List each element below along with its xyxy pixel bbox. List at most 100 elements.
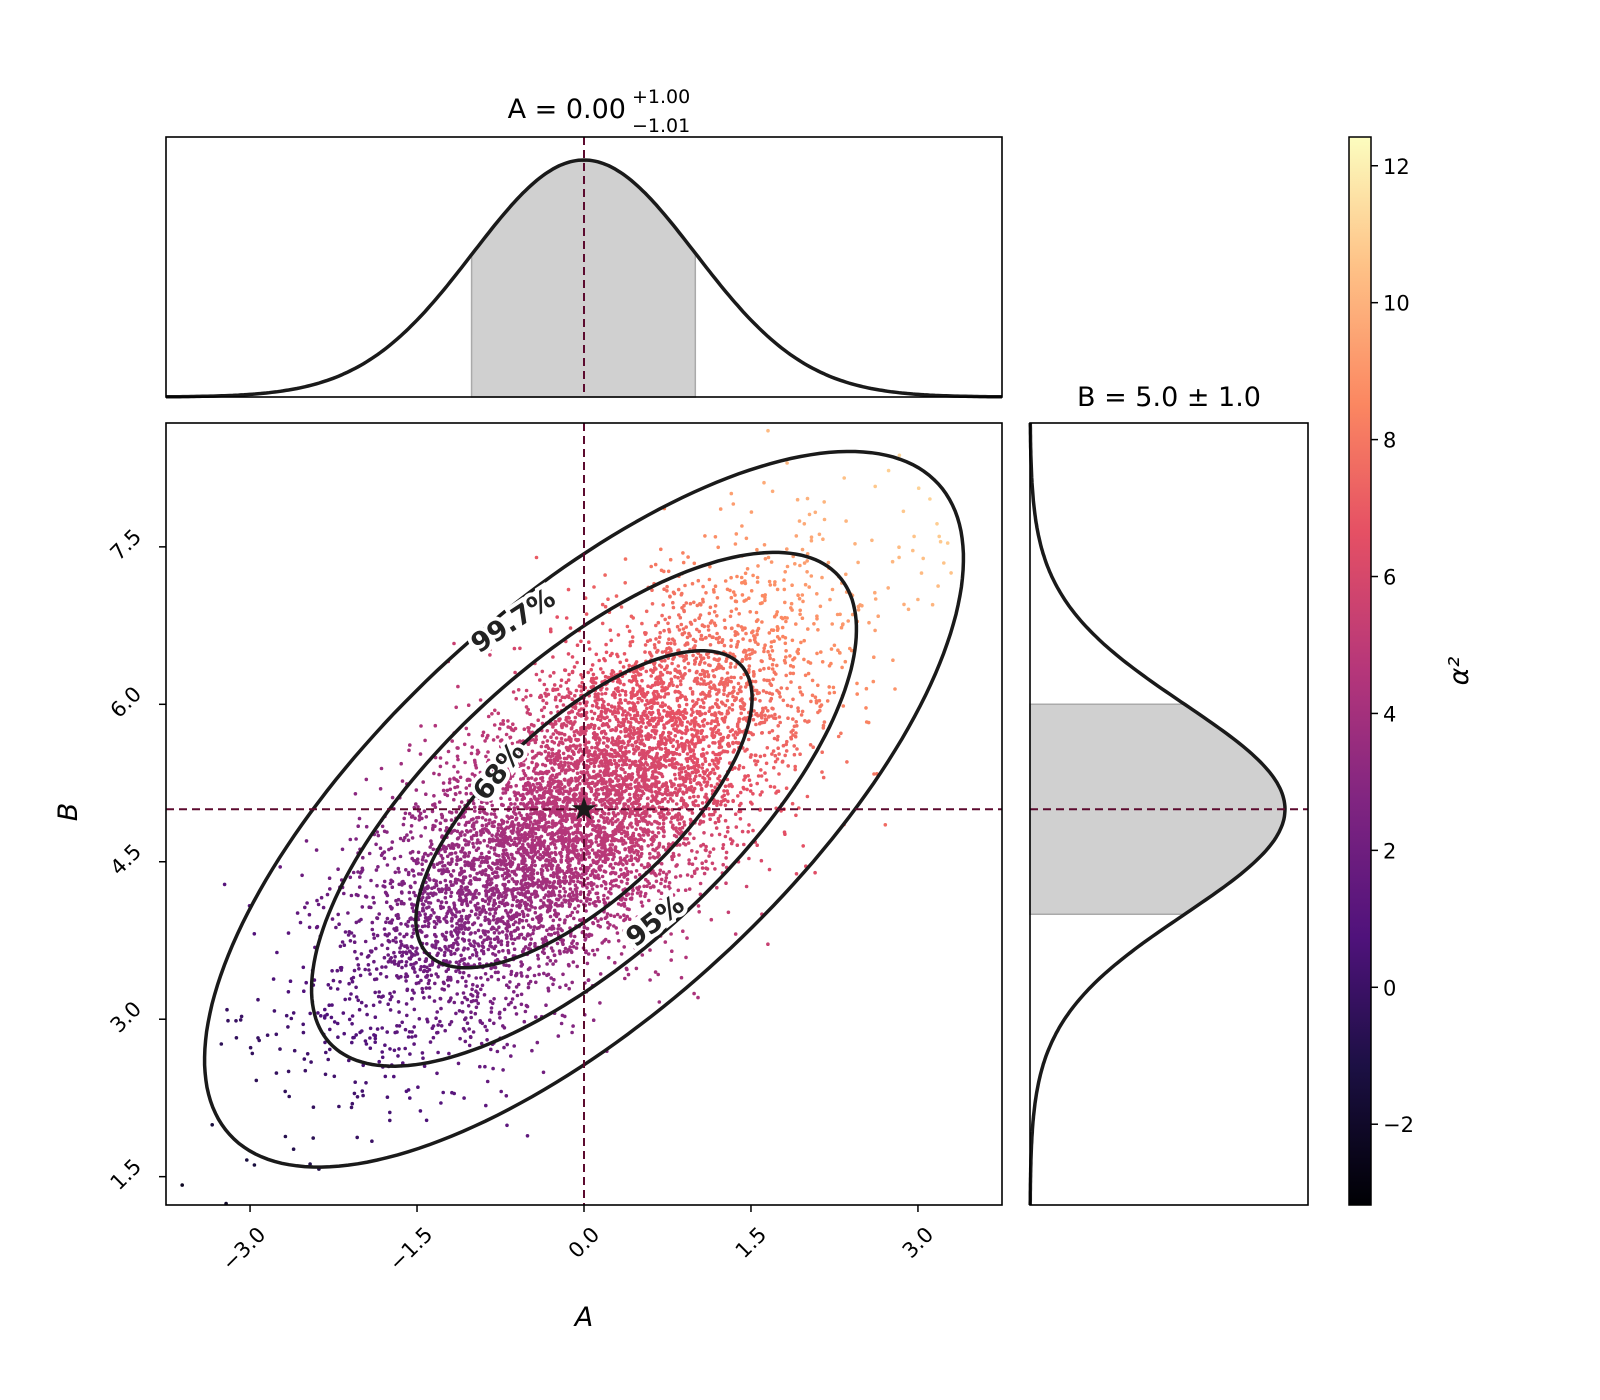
scatter-point	[726, 910, 731, 915]
scatter-point	[533, 941, 537, 946]
scatter-point	[429, 913, 433, 918]
scatter-point	[487, 818, 492, 822]
scatter-point	[491, 914, 496, 919]
scatter-point	[618, 693, 622, 697]
scatter-point	[728, 665, 733, 669]
scatter-point	[373, 1015, 378, 1019]
scatter-point	[386, 953, 391, 957]
scatter-point	[523, 831, 527, 835]
scatter-point	[488, 941, 493, 945]
scatter-point	[561, 972, 565, 977]
scatter-point	[387, 932, 391, 936]
scatter-point	[747, 656, 752, 661]
scatter-point	[533, 910, 538, 915]
scatter-point	[617, 874, 622, 879]
scatter-point	[822, 500, 826, 504]
scatter-point	[368, 1026, 373, 1031]
scatter-point	[503, 889, 508, 893]
scatter-point	[628, 782, 633, 787]
scatter-point	[676, 675, 680, 680]
scatter-point	[663, 703, 667, 707]
scatter-point	[711, 668, 715, 673]
scatter-point	[396, 916, 401, 920]
scatter-point	[579, 714, 583, 718]
scatter-point	[728, 614, 733, 619]
scatter-point	[639, 890, 643, 894]
scatter-point	[702, 780, 707, 784]
scatter-point	[798, 752, 802, 756]
scatter-point	[796, 709, 801, 713]
scatter-point	[421, 895, 425, 900]
scatter-point	[700, 866, 705, 870]
scatter-point	[690, 849, 694, 853]
scatter-point	[512, 947, 517, 951]
scatter-point	[388, 1008, 393, 1012]
scatter-point	[513, 937, 517, 942]
scatter-point	[730, 702, 735, 707]
scatter-point	[668, 557, 673, 562]
scatter-point	[769, 560, 774, 564]
scatter-point	[755, 843, 759, 847]
scatter-point	[556, 751, 561, 755]
scatter-point	[767, 666, 771, 670]
scatter-point	[374, 868, 379, 872]
scatter-point	[432, 865, 436, 869]
scatter-point	[389, 846, 394, 850]
scatter-point	[698, 602, 702, 606]
scatter-point	[491, 918, 496, 922]
scatter-point	[552, 879, 557, 884]
scatter-point	[438, 756, 443, 760]
scatter-point	[667, 627, 671, 632]
scatter-point	[582, 925, 587, 929]
scatter-point	[419, 978, 423, 983]
scatter-point	[653, 645, 657, 650]
scatter-point	[561, 792, 565, 796]
scatter-point	[403, 811, 408, 816]
scatter-point	[661, 821, 666, 826]
scatter-point	[443, 818, 448, 823]
scatter-point	[692, 836, 696, 841]
scatter-point	[398, 932, 402, 936]
scatter-point	[625, 826, 630, 830]
scatter-point	[512, 1044, 516, 1048]
scatter-point	[579, 684, 584, 689]
scatter-point	[541, 698, 545, 703]
scatter-point	[360, 1089, 365, 1093]
scatter-point	[667, 615, 672, 620]
scatter-point	[399, 959, 404, 964]
scatter-point	[650, 602, 655, 606]
scatter-point	[688, 777, 692, 782]
scatter-point	[682, 836, 687, 841]
scatter-point	[531, 738, 536, 742]
scatter-point	[706, 673, 711, 677]
scatter-point	[619, 831, 624, 836]
scatter-point	[479, 935, 483, 939]
scatter-point	[234, 1036, 239, 1040]
scatter-point	[555, 930, 560, 935]
scatter-point	[573, 887, 578, 892]
scatter-point	[790, 583, 794, 587]
scatter-point	[649, 822, 654, 826]
scatter-point	[690, 811, 695, 815]
scatter-point	[762, 753, 767, 758]
scatter-point	[533, 944, 537, 948]
scatter-point	[677, 812, 682, 817]
scatter-point	[759, 768, 763, 772]
scatter-point	[523, 877, 528, 881]
scatter-point	[511, 690, 516, 694]
scatter-point	[475, 841, 479, 845]
scatter-point	[613, 960, 617, 965]
scatter-point	[786, 716, 790, 720]
scatter-point	[729, 595, 734, 600]
scatter-point	[733, 932, 738, 936]
scatter-point	[516, 982, 521, 987]
scatter-point	[770, 489, 775, 494]
scatter-point	[456, 942, 460, 947]
scatter-point	[659, 747, 664, 751]
scatter-point	[342, 943, 347, 947]
scatter-point	[665, 784, 669, 789]
scatter-point	[522, 803, 526, 807]
scatter-point	[712, 726, 716, 731]
scatter-point	[480, 983, 485, 988]
scatter-point	[619, 730, 623, 734]
